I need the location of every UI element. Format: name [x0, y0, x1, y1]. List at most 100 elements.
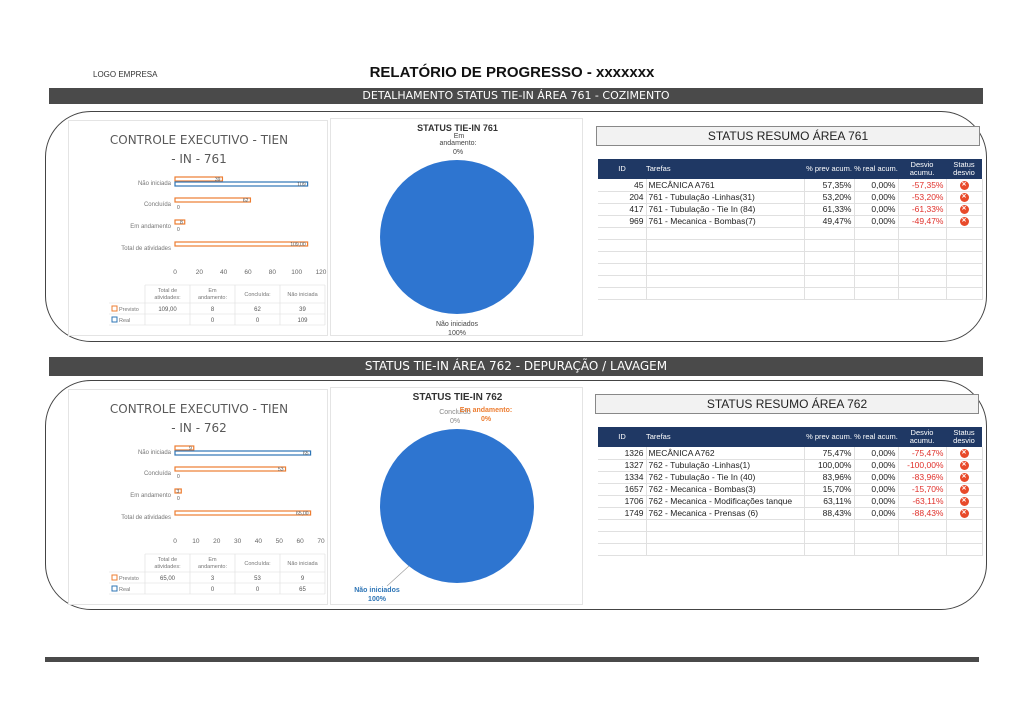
pie-label-nao-iniciados: Não iniciados 100%: [354, 587, 400, 603]
table-row: [598, 263, 983, 276]
bar-previsto: [174, 219, 186, 225]
table-col-header: andamento:: [198, 564, 228, 570]
table-row: [598, 227, 983, 240]
table-cell: 62: [254, 307, 261, 313]
table-row: [598, 275, 983, 288]
axis-tick-label: 10: [192, 538, 200, 545]
section-762: CONTROLE EXECUTIVO - TIEN - IN - 762 Não…: [45, 380, 987, 610]
table-col-header: Total de: [158, 557, 177, 563]
status-error-icon: ✕: [959, 180, 969, 190]
table-header-cell: Tarefas: [646, 159, 804, 179]
status-error-icon: ✕: [959, 473, 969, 482]
axis-tick-label: 20: [196, 269, 204, 276]
axis-tick-label: 30: [234, 538, 242, 545]
status-error-icon: ✕: [959, 497, 969, 506]
table-header-cell: % real acum.: [854, 159, 898, 179]
pie-chart-762: STATUS TIE-IN 762 Concluído 0% Em andame…: [330, 387, 583, 605]
category-label: Não iniciada: [138, 450, 172, 456]
pie-leader-line: [386, 565, 410, 587]
table-header-cell: Tarefas: [646, 427, 804, 447]
table-row: 1326 MECÂNICA A762 75,47% 0,00% -75,47% ✕: [598, 447, 983, 460]
bar-label-real: 0: [177, 205, 180, 211]
table-col-header: Concluída:: [244, 561, 271, 567]
table-col-header: Em: [208, 557, 217, 563]
status-error-icon: ✕: [959, 205, 969, 214]
table-col-header: atividades:: [154, 564, 181, 570]
section-761-bar: DETALHAMENTO STATUS TIE-IN ÁREA 761 - CO…: [49, 88, 983, 104]
table-cell: 0: [211, 587, 215, 593]
table-cell: 0: [211, 318, 215, 324]
table-header-cell: Status desvio: [946, 159, 982, 179]
table-cell: 53: [254, 576, 261, 582]
pie-title: STATUS TIE-IN 761: [417, 123, 498, 133]
bar-previsto: [174, 176, 224, 182]
table-header-cell: Desvio acumu.: [898, 427, 946, 447]
legend-label: Previsto: [119, 307, 139, 313]
table-row: [598, 287, 983, 300]
table-row: [598, 519, 983, 532]
bar-label-previsto: 39: [215, 177, 221, 183]
bar-label-real: 109: [297, 182, 306, 188]
pie-label-em-andamento: Em andamento: 0%: [459, 407, 513, 423]
table-header-cell: Desvio acumu.: [898, 159, 946, 179]
table-cell: 109: [297, 318, 308, 324]
chart-title: CONTROLE EXECUTIVO - TIEN - IN - 761: [109, 133, 289, 166]
resumo-table-761: ID Tarefas% prev acum.% real acum. Desvio …: [598, 159, 983, 300]
status-error-icon: ✕: [959, 509, 969, 518]
bar-previsto: [174, 488, 182, 494]
executive-control-chart-762: CONTROLE EXECUTIVO - TIEN - IN - 762 Não…: [68, 389, 328, 605]
axis-tick-label: 40: [255, 538, 263, 545]
axis-tick-label: 0: [173, 538, 177, 545]
table-cell: 65,00: [160, 576, 176, 582]
axis-tick-label: 50: [276, 538, 284, 545]
table-row: 969 761 - Mecanica - Bombas(7) 49,47% 0,00%…: [598, 215, 983, 228]
table-row: [598, 543, 983, 556]
bar-previsto: [174, 241, 309, 247]
table-row: [598, 251, 983, 264]
axis-tick-label: 60: [244, 269, 252, 276]
table-cell: 8: [211, 307, 215, 313]
footer-divider: [45, 657, 979, 662]
table-cell: 109,00: [158, 307, 177, 313]
category-label: Total de atividades: [121, 515, 171, 521]
category-label: Total de atividades: [121, 246, 171, 252]
table-header-cell: Status desvio: [946, 427, 982, 447]
axis-tick-label: 80: [269, 269, 277, 276]
pie-label-em-andamento: Em: [453, 133, 465, 140]
pie-label-concluido: Concluído 0%: [439, 409, 471, 425]
table-row: [598, 531, 983, 544]
bar-label-previsto: 3: [176, 489, 179, 495]
axis-tick-label: 70: [317, 538, 325, 545]
table-header-cell: % prev acum.: [804, 427, 854, 447]
table-col-header: Não iniciada: [287, 292, 318, 298]
category-label: Concluída: [144, 202, 172, 208]
legend-swatch: [111, 305, 118, 312]
bar-previsto: [174, 510, 312, 516]
status-error-icon: ✕: [959, 217, 969, 226]
table-col-header: Total de: [158, 288, 177, 294]
pie-chart-761: STATUS TIE-IN 761 Em andamento: 0% Não i…: [330, 118, 583, 337]
axis-tick-label: 120: [316, 269, 327, 276]
bar-label-previsto: 65,00: [296, 511, 309, 517]
status-error-icon: ✕: [959, 461, 969, 470]
bar-label-real: 65: [303, 451, 309, 457]
legend-swatch: [111, 574, 118, 581]
bar-chart-svg: Não iniciada 9 65 Concluída 53 0 Em andamento 3…: [109, 445, 326, 595]
table-cell: 3: [211, 576, 215, 582]
pie-title: STATUS TIE-IN 762: [412, 392, 503, 403]
table-row: 1327 762 - Tubulação -Linhas(1) 100,00% 0,0…: [598, 459, 983, 472]
bar-label-previsto: 9: [189, 446, 192, 452]
pie-label-concluidos: andamento: 0%: [439, 140, 477, 156]
table-col-header: Não iniciada: [287, 561, 318, 567]
pie-slice-nao-iniciados: [380, 160, 534, 314]
table-row: 1706 762 - Mecanica - Modificações tanque…: [598, 495, 983, 508]
table-col-header: Em: [208, 288, 217, 294]
table-row: 204 761 - Tubulação -Linhas(31) 53,20% 0,00…: [598, 191, 983, 204]
bar-label-previsto: 8: [180, 220, 183, 226]
bar-real: [174, 181, 309, 187]
axis-tick-label: 100: [291, 269, 302, 276]
status-error-icon: ✕: [959, 448, 969, 458]
legend-label: Previsto: [119, 576, 139, 582]
company-logo: LOGO EMPRESA: [93, 70, 158, 79]
table-row: [598, 239, 983, 252]
